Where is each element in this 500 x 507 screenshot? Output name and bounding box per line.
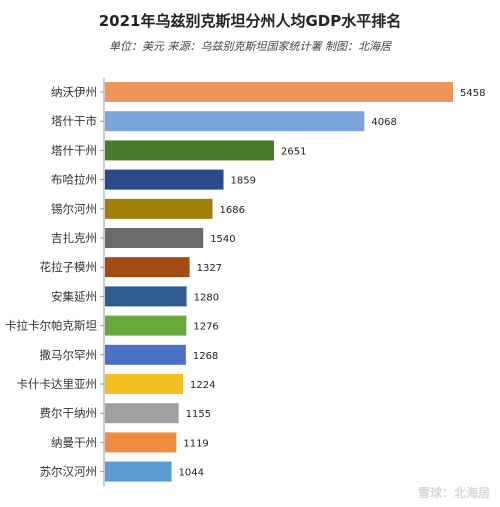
- category-label: 纳沃伊州: [51, 85, 97, 99]
- category-label: 费尔干纳州: [40, 406, 98, 420]
- category-label: 卡什卡达里亚州: [17, 377, 98, 391]
- bar: [105, 140, 275, 161]
- value-label: 1686: [219, 205, 244, 216]
- bar: [105, 198, 213, 219]
- value-label: 1327: [197, 263, 222, 274]
- category-label: 布哈拉州: [51, 173, 97, 187]
- category-label: 撒马尔罕州: [40, 348, 98, 362]
- chart-subtitle: 单位：美元 来源：乌兹别克斯坦国家统计署 制图：北海居: [109, 40, 391, 53]
- chart-title: 2021年乌兹别克斯坦分州人均GDP水平排名: [98, 12, 402, 30]
- value-label: 1268: [193, 351, 218, 362]
- bar: [105, 257, 190, 278]
- bar: [105, 461, 172, 482]
- category-label: 塔什干州: [51, 143, 97, 157]
- value-label: 1119: [183, 438, 208, 449]
- value-label: 1044: [179, 468, 204, 479]
- value-label: 1155: [186, 409, 211, 420]
- bar: [105, 169, 224, 190]
- value-label: 2651: [281, 146, 306, 157]
- value-label: 4068: [371, 117, 396, 128]
- value-label: 1276: [193, 322, 218, 333]
- value-label: 1859: [231, 176, 256, 187]
- bar: [105, 82, 453, 102]
- category-label: 锡尔河州: [51, 202, 97, 216]
- bar: [105, 374, 184, 394]
- bar: [105, 111, 365, 132]
- bar: [105, 344, 186, 365]
- watermark: 雪球：北海居: [417, 486, 490, 500]
- category-label: 花拉子模州: [40, 260, 98, 274]
- bar: [105, 228, 204, 248]
- bar: [105, 315, 187, 336]
- value-label: 1540: [210, 234, 235, 245]
- category-label: 纳曼干州: [51, 435, 97, 449]
- category-label: 苏尔汉河州: [40, 465, 98, 479]
- category-label: 吉扎克州: [51, 231, 97, 245]
- category-label: 塔什干市: [51, 114, 97, 128]
- bar: [105, 432, 177, 453]
- category-label: 卡拉卡尔帕克斯坦: [5, 319, 97, 333]
- value-label: 1280: [194, 292, 219, 303]
- category-label: 安集延州: [51, 289, 97, 303]
- value-label: 5458: [460, 88, 485, 99]
- bar: [105, 403, 179, 424]
- value-label: 1224: [190, 380, 215, 391]
- bar: [105, 286, 187, 307]
